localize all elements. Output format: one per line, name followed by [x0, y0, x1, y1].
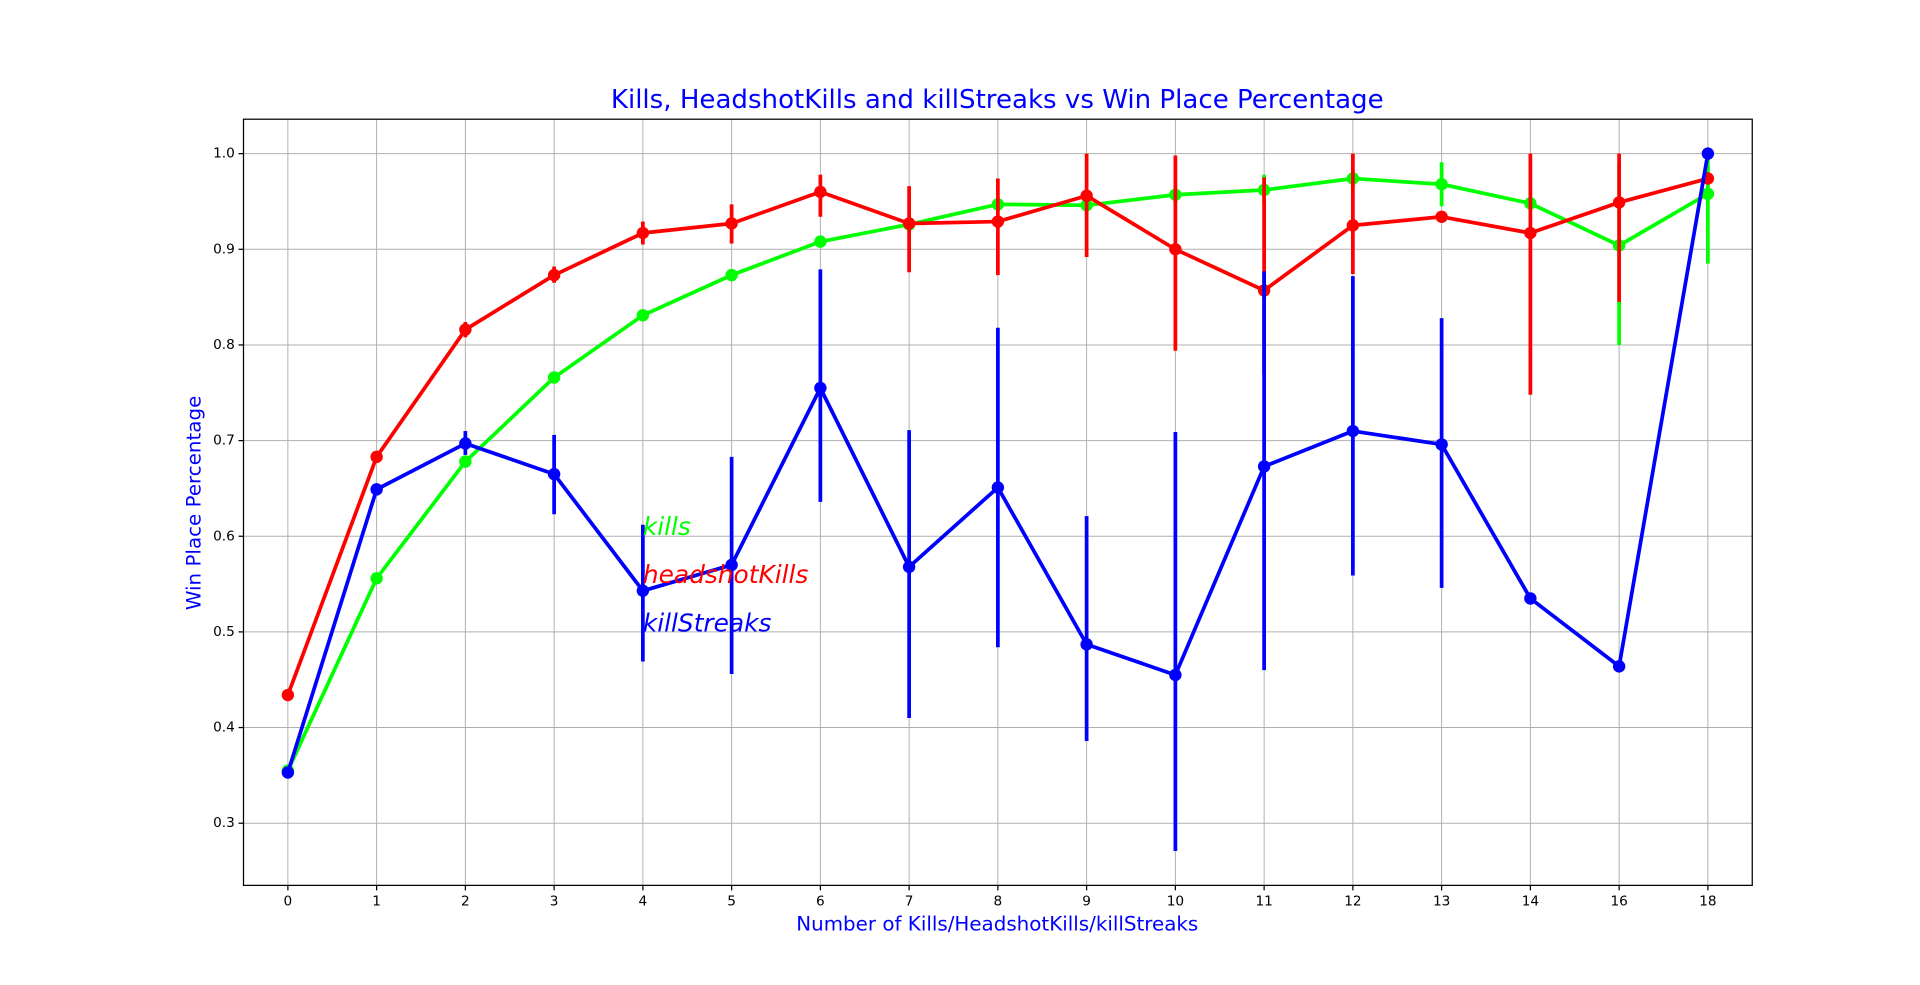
y-tick-label: 0.4 [213, 720, 235, 736]
x-tick-label: 14 [1522, 894, 1539, 910]
x-tick-label: 4 [639, 894, 648, 910]
point [1346, 219, 1360, 232]
point [725, 558, 738, 572]
point [1080, 189, 1093, 202]
point [1524, 592, 1537, 605]
point [991, 481, 1005, 494]
series-label: headshotKills [643, 560, 809, 589]
point [370, 572, 383, 585]
point [1612, 196, 1626, 209]
point [547, 268, 561, 282]
point [1435, 178, 1448, 191]
point [459, 323, 472, 336]
y-tick-label: 0.5 [213, 624, 235, 640]
y-tick-label: 0.3 [213, 815, 235, 831]
point [547, 371, 561, 384]
y-tick-label: 0.6 [213, 528, 235, 544]
x-tick-label: 16 [1610, 894, 1627, 910]
point [636, 226, 650, 240]
point [991, 215, 1005, 228]
x-tick-label: 12 [1344, 894, 1361, 910]
point [547, 467, 561, 481]
x-tick-label: 13 [1433, 894, 1450, 910]
x-tick-label: 11 [1255, 894, 1272, 910]
point [636, 309, 650, 322]
x-tick-label: 5 [727, 894, 736, 910]
point [1524, 226, 1537, 240]
x-tick-label: 3 [550, 894, 559, 910]
point [1080, 638, 1093, 651]
y-axis-label: Win Place Percentage [183, 396, 206, 610]
point [370, 450, 383, 464]
x-tick-label: 0 [284, 894, 293, 910]
point [1435, 438, 1448, 451]
x-tick-label: 7 [905, 894, 914, 910]
y-tick-label: 1.0 [213, 146, 235, 162]
point [636, 584, 650, 597]
point [902, 217, 916, 230]
point [370, 483, 383, 496]
y-tick-label: 0.8 [213, 337, 235, 353]
x-tick-label: 9 [1082, 894, 1091, 910]
point [1612, 660, 1626, 673]
point [1435, 210, 1448, 223]
point [725, 217, 738, 230]
point [1701, 147, 1715, 160]
x-tick-label: 6 [816, 894, 825, 910]
point [1346, 424, 1360, 438]
point [1169, 668, 1182, 682]
x-tick-label: 10 [1167, 894, 1184, 910]
x-tick-label: 2 [461, 894, 470, 910]
point [459, 455, 472, 468]
point [1257, 460, 1271, 473]
x-tick-label: 18 [1699, 894, 1716, 910]
y-tick-label: 0.9 [213, 241, 235, 257]
point [725, 268, 738, 282]
x-tick-label: 8 [994, 894, 1003, 910]
point [814, 381, 827, 395]
point [814, 235, 827, 248]
y-tick-label: 0.7 [213, 433, 235, 449]
x-axis-label: Number of Kills/HeadshotKills/killStreak… [796, 913, 1198, 936]
point [281, 766, 295, 779]
plot-area [281, 147, 1715, 851]
x-tick-label: 1 [372, 894, 381, 910]
point [902, 560, 916, 574]
point [1169, 243, 1182, 256]
series-label: kills [643, 512, 691, 541]
chart-title: Kills, HeadshotKills and killStreaks vs … [611, 85, 1384, 115]
point [1701, 187, 1715, 201]
point [281, 688, 295, 702]
labels: 0.30.40.50.60.70.80.91.00 1 2 3 4 5 6 7 8 9 10 11 12… [213, 146, 1716, 910]
series-label: killStreaks [643, 609, 772, 638]
point [814, 185, 827, 199]
point [459, 437, 472, 450]
